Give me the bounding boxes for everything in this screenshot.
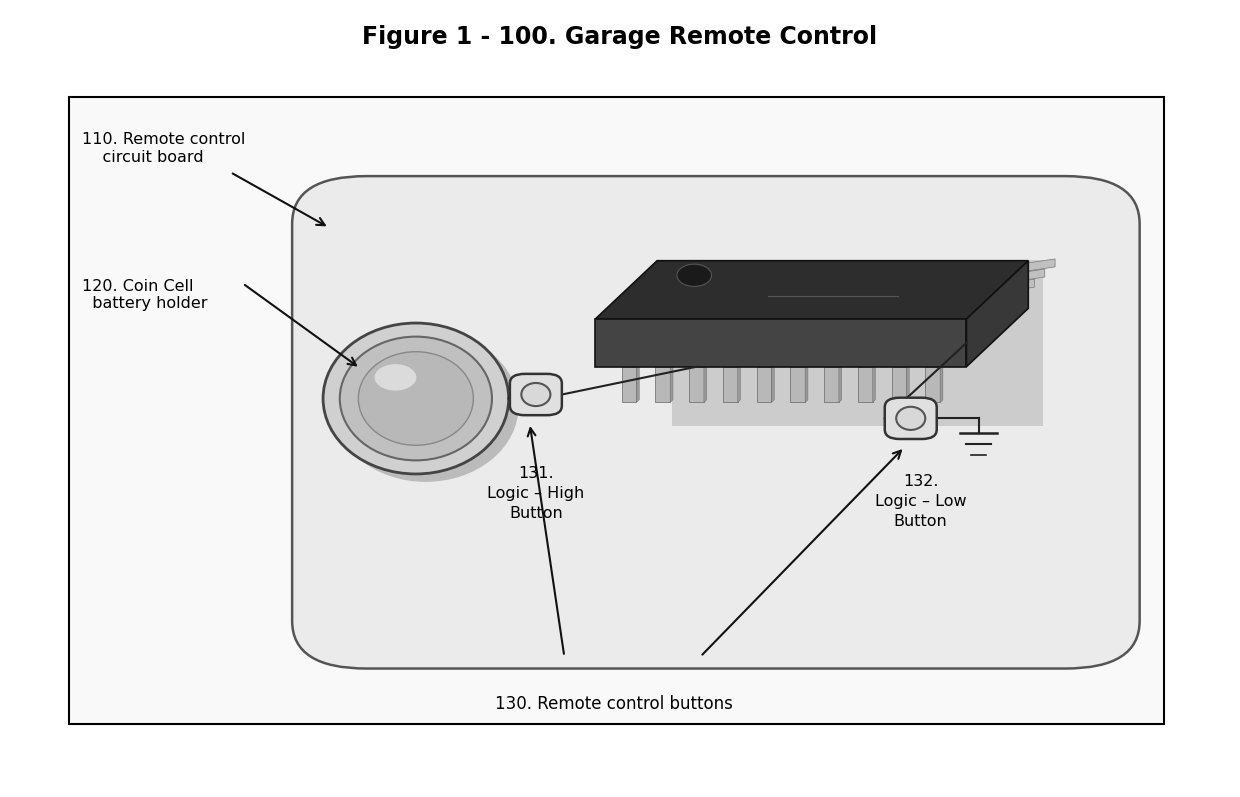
FancyBboxPatch shape bbox=[510, 374, 562, 415]
Circle shape bbox=[677, 264, 712, 286]
Polygon shape bbox=[738, 364, 740, 402]
Polygon shape bbox=[636, 364, 640, 402]
FancyBboxPatch shape bbox=[885, 398, 936, 439]
Text: Figure 1 - 100. Garage Remote Control: Figure 1 - 100. Garage Remote Control bbox=[362, 26, 878, 49]
Polygon shape bbox=[858, 367, 873, 402]
Polygon shape bbox=[655, 367, 670, 402]
Polygon shape bbox=[621, 367, 636, 402]
Polygon shape bbox=[940, 364, 942, 402]
Polygon shape bbox=[987, 289, 1024, 303]
Polygon shape bbox=[997, 279, 1034, 292]
Polygon shape bbox=[906, 364, 909, 402]
Ellipse shape bbox=[374, 364, 417, 391]
Polygon shape bbox=[595, 319, 966, 367]
Ellipse shape bbox=[340, 336, 492, 461]
Text: 132.
Logic – Low
Button: 132. Logic – Low Button bbox=[875, 474, 966, 528]
Text: 110. Remote control
    circuit board: 110. Remote control circuit board bbox=[82, 132, 246, 164]
Polygon shape bbox=[1018, 259, 1055, 273]
Polygon shape bbox=[689, 367, 704, 402]
Polygon shape bbox=[825, 367, 839, 402]
Polygon shape bbox=[670, 364, 673, 402]
Ellipse shape bbox=[334, 331, 518, 482]
Polygon shape bbox=[704, 364, 707, 402]
FancyBboxPatch shape bbox=[69, 96, 1164, 724]
Polygon shape bbox=[1008, 269, 1045, 283]
Polygon shape bbox=[966, 261, 1028, 367]
Polygon shape bbox=[790, 367, 805, 402]
Text: 120. Coin Cell
  battery holder: 120. Coin Cell battery holder bbox=[82, 279, 207, 312]
Text: 131.
Logic – High
Button: 131. Logic – High Button bbox=[487, 466, 584, 520]
Polygon shape bbox=[723, 367, 738, 402]
Polygon shape bbox=[672, 260, 1043, 426]
Ellipse shape bbox=[521, 383, 551, 406]
Polygon shape bbox=[925, 367, 940, 402]
Polygon shape bbox=[595, 261, 1028, 319]
Polygon shape bbox=[805, 364, 808, 402]
Polygon shape bbox=[771, 364, 774, 402]
Ellipse shape bbox=[897, 406, 925, 430]
Polygon shape bbox=[977, 300, 1014, 313]
Polygon shape bbox=[756, 367, 771, 402]
FancyBboxPatch shape bbox=[293, 176, 1140, 669]
Text: 130. Remote control buttons: 130. Remote control buttons bbox=[495, 695, 733, 713]
Ellipse shape bbox=[358, 351, 474, 446]
Ellipse shape bbox=[324, 323, 508, 474]
Polygon shape bbox=[839, 364, 842, 402]
Polygon shape bbox=[873, 364, 875, 402]
Polygon shape bbox=[892, 367, 906, 402]
